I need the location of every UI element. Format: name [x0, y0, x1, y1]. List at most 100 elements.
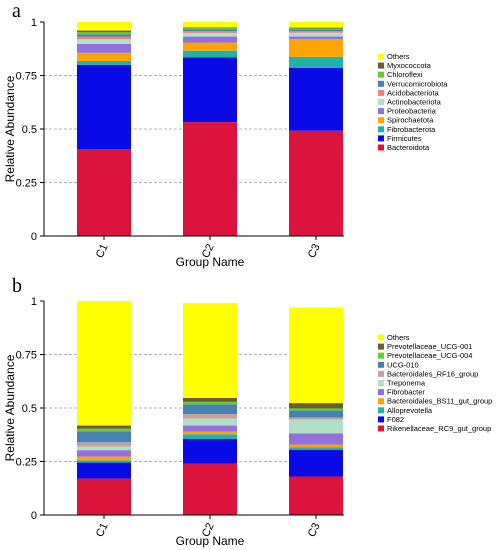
legend-swatch: [378, 380, 384, 386]
bar-segment: [183, 42, 237, 51]
legend-swatch: [378, 425, 384, 432]
bar-segment: [77, 149, 131, 236]
bar-segment: [77, 442, 131, 447]
bar-segment: [183, 50, 237, 58]
bar-segment: [289, 444, 343, 448]
bar-segment: [289, 36, 343, 40]
legend-label: Fibrobacterota: [387, 125, 436, 134]
legend-label: Firmicutes: [387, 134, 422, 143]
legend-swatch: [378, 398, 384, 405]
legend-label: Rikenellaceae_RC9_gut_group: [387, 424, 491, 433]
bar-segment: [183, 413, 237, 419]
x-axis-title: Group Name: [176, 534, 245, 548]
bar-segment: [183, 27, 237, 29]
bar-segment: [289, 22, 343, 28]
bar-segment: [183, 434, 237, 440]
legend-label: Alloprevotella: [387, 406, 433, 415]
legend-swatch: [378, 370, 384, 377]
y-tick-label: 1: [31, 296, 37, 308]
bar-segment: [183, 404, 237, 414]
legend-label: Bacteroidales_BS11_gut_group: [387, 397, 492, 406]
bar-segment: [77, 52, 131, 61]
legend-label: Actinobacteriota: [387, 98, 442, 107]
y-tick-label: 0.75: [16, 350, 37, 362]
legend-swatch: [378, 71, 384, 78]
bar-segment: [77, 39, 131, 44]
legend-swatch: [378, 53, 384, 60]
bar-segment: [77, 431, 131, 443]
bar-segment: [289, 449, 343, 477]
bar-segment: [289, 28, 343, 30]
bar-segment: [289, 433, 343, 445]
legend: OthersPrevotellaceae_UCG-001Prevotellace…: [378, 333, 492, 433]
bar-segment: [183, 122, 237, 236]
x-tick-label: C3: [306, 242, 323, 260]
legend-label: Proteobacteria: [387, 107, 437, 116]
legend: OthersMyxococcotaChloroflexiVerrucomicro…: [378, 52, 448, 152]
legend-swatch: [378, 99, 384, 105]
legend-label: Spirochaetota: [387, 116, 434, 125]
bar-segment: [183, 425, 237, 432]
bar-segment: [289, 307, 343, 404]
legend-label: Prevotellaceae_UCG-001: [387, 342, 472, 351]
y-tick-label: 0.25: [16, 178, 37, 190]
panel-label: a: [12, 0, 21, 22]
y-tick-label: 0.5: [22, 124, 37, 136]
legend-label: Others: [387, 52, 410, 61]
legend-label: Prevotellaceae_UCG-004: [387, 351, 472, 360]
bar-segment: [183, 22, 237, 28]
legend-swatch: [378, 108, 384, 115]
legend-label: Acidobacteriota: [387, 88, 440, 97]
x-tick-label: C2: [200, 521, 217, 539]
bar-segment: [77, 456, 131, 461]
bar-segment: [289, 29, 343, 32]
legend-swatch: [378, 117, 384, 124]
bar-segment: [289, 403, 343, 409]
legend-label: Bacteroidales_RF16_group: [387, 369, 478, 378]
panel-label: b: [12, 275, 22, 297]
bar-segment: [289, 56, 343, 69]
legend-label: Bacteroidota: [387, 143, 430, 152]
bar-segment: [183, 397, 237, 402]
x-tick-label: C3: [306, 521, 323, 539]
legend-swatch: [378, 416, 384, 423]
legend-swatch: [378, 126, 384, 133]
bar-segment: [289, 27, 343, 29]
legend-label: F082: [387, 415, 404, 424]
bar-segment: [77, 450, 131, 457]
bar-segment: [77, 428, 131, 432]
y-tick-label: 0.25: [16, 457, 37, 469]
legend-label: Chloroflexi: [387, 70, 423, 79]
bar-segment: [77, 460, 131, 463]
y-axis-title: Relative Abundance: [3, 75, 17, 182]
legend-label: Treponema: [387, 379, 426, 388]
bar-segment: [183, 463, 237, 515]
legend-swatch: [378, 135, 384, 142]
bar-segment: [183, 29, 237, 32]
bar-segment: [183, 439, 237, 464]
y-tick-label: 0.75: [16, 71, 37, 83]
bar-segment: [183, 418, 237, 426]
legend-swatch: [378, 361, 384, 368]
bar-segment: [77, 301, 131, 426]
bar-segment: [183, 401, 237, 405]
bar-segment: [77, 425, 131, 429]
bar-segment: [77, 36, 131, 40]
bar-segment: [77, 32, 131, 35]
bar-segment: [183, 28, 237, 30]
legend-swatch: [378, 89, 384, 96]
bar-segment: [289, 68, 343, 131]
bar-segment: [77, 30, 131, 33]
legend-label: Fibrobacter: [387, 388, 425, 397]
bar-segment: [77, 60, 131, 65]
bar-segment: [289, 130, 343, 236]
bar-segment: [77, 478, 131, 515]
x-tick-label: C1: [94, 242, 111, 260]
bar-segment: [289, 31, 343, 33]
bar-segment: [77, 22, 131, 31]
bar-segment: [289, 447, 343, 450]
bar-segment: [183, 36, 237, 43]
bar-segment: [289, 408, 343, 411]
legend-swatch: [378, 144, 384, 151]
bar-segment: [289, 476, 343, 515]
